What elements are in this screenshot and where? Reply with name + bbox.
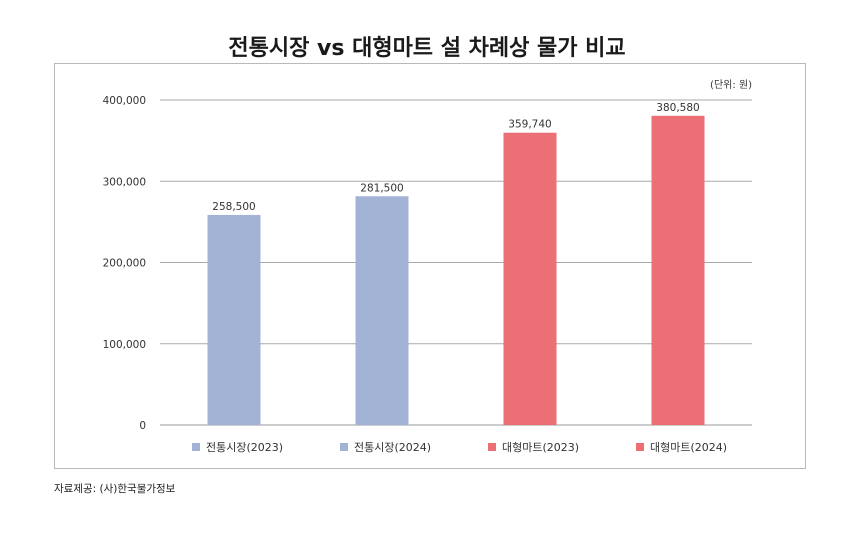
unit-label: (단위: 원): [710, 78, 752, 91]
legend-swatch: [636, 443, 644, 451]
chart-title: 전통시장 vs 대형마트 설 차례상 물가 비교: [228, 36, 626, 61]
legend-swatch: [192, 443, 200, 451]
legend-item-label: 대형마트(2024): [650, 441, 727, 454]
y-axis-ticks: 0 100,000 200,000 300,000 400,000: [103, 95, 146, 432]
bars: [207, 115, 705, 425]
y-tick-label: 100,000: [103, 339, 146, 351]
bar: [355, 196, 409, 425]
y-tick-label: 200,000: [103, 258, 146, 270]
data-label: 359,740: [508, 119, 551, 131]
y-tick-label: 400,000: [103, 95, 146, 107]
data-label: 281,500: [360, 182, 403, 194]
legend-item-label: 전통시장(2023): [206, 441, 283, 454]
data-labels: 258,500 281,500 359,740 380,580: [212, 102, 699, 213]
bar: [651, 115, 705, 425]
legend-swatch: [340, 443, 348, 451]
legend: 전통시장(2023) 전통시장(2024) 대형마트(2023) 대형마트(2024): [192, 441, 727, 454]
bar: [503, 132, 557, 425]
data-label: 380,580: [656, 102, 699, 114]
legend-item-label: 대형마트(2023): [502, 441, 579, 454]
chart-frame: [54, 63, 806, 469]
legend-swatch: [488, 443, 496, 451]
legend-item-label: 전통시장(2024): [354, 441, 431, 454]
bar: [207, 214, 261, 425]
data-label: 258,500: [212, 201, 255, 213]
source-note: 자료제공: (사)한국물가정보: [54, 483, 176, 495]
y-tick-label: 300,000: [103, 176, 146, 188]
y-tick-label: 0: [139, 420, 146, 432]
